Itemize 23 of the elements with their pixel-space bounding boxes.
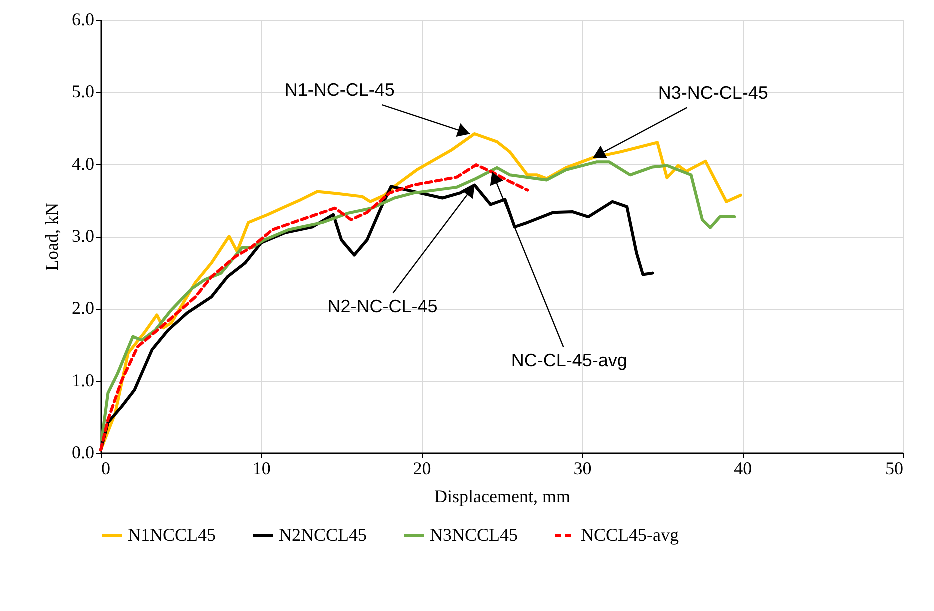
annotation: N1-NC-CL-45 [284,80,395,100]
annotation: NC-CL-45-avg [511,350,628,370]
y-tick-label: 1.0 [72,370,94,390]
y-tick-label: 5.0 [72,82,94,102]
x-tick-label: 20 [413,458,432,478]
y-axis-title: Load, kN [42,203,62,271]
legend-label: N3NCCL45 [430,524,518,545]
annotation: N3-NC-CL-45 [658,82,768,103]
x-tick-label: 40 [734,458,752,478]
y-tick-label: 3.0 [72,226,94,246]
legend-label: N2NCCL45 [279,524,368,545]
y-tick-label: 0.0 [72,442,94,462]
annotation: N2-NC-CL-45 [328,296,438,316]
y-tick-label: 6.0 [72,10,94,30]
x-tick-label: 0 [102,458,110,478]
y-tick-label: 2.0 [72,298,94,318]
legend-label: NCCL45-avg [581,524,679,545]
legend-label: N1NCCL45 [128,524,216,545]
x-axis-title: Displacement, mm [434,486,570,506]
x-tick-label: 30 [574,458,592,478]
x-tick-label: 10 [252,458,271,478]
y-tick-label: 4.0 [72,154,94,174]
x-tick-label: 50 [886,458,904,478]
